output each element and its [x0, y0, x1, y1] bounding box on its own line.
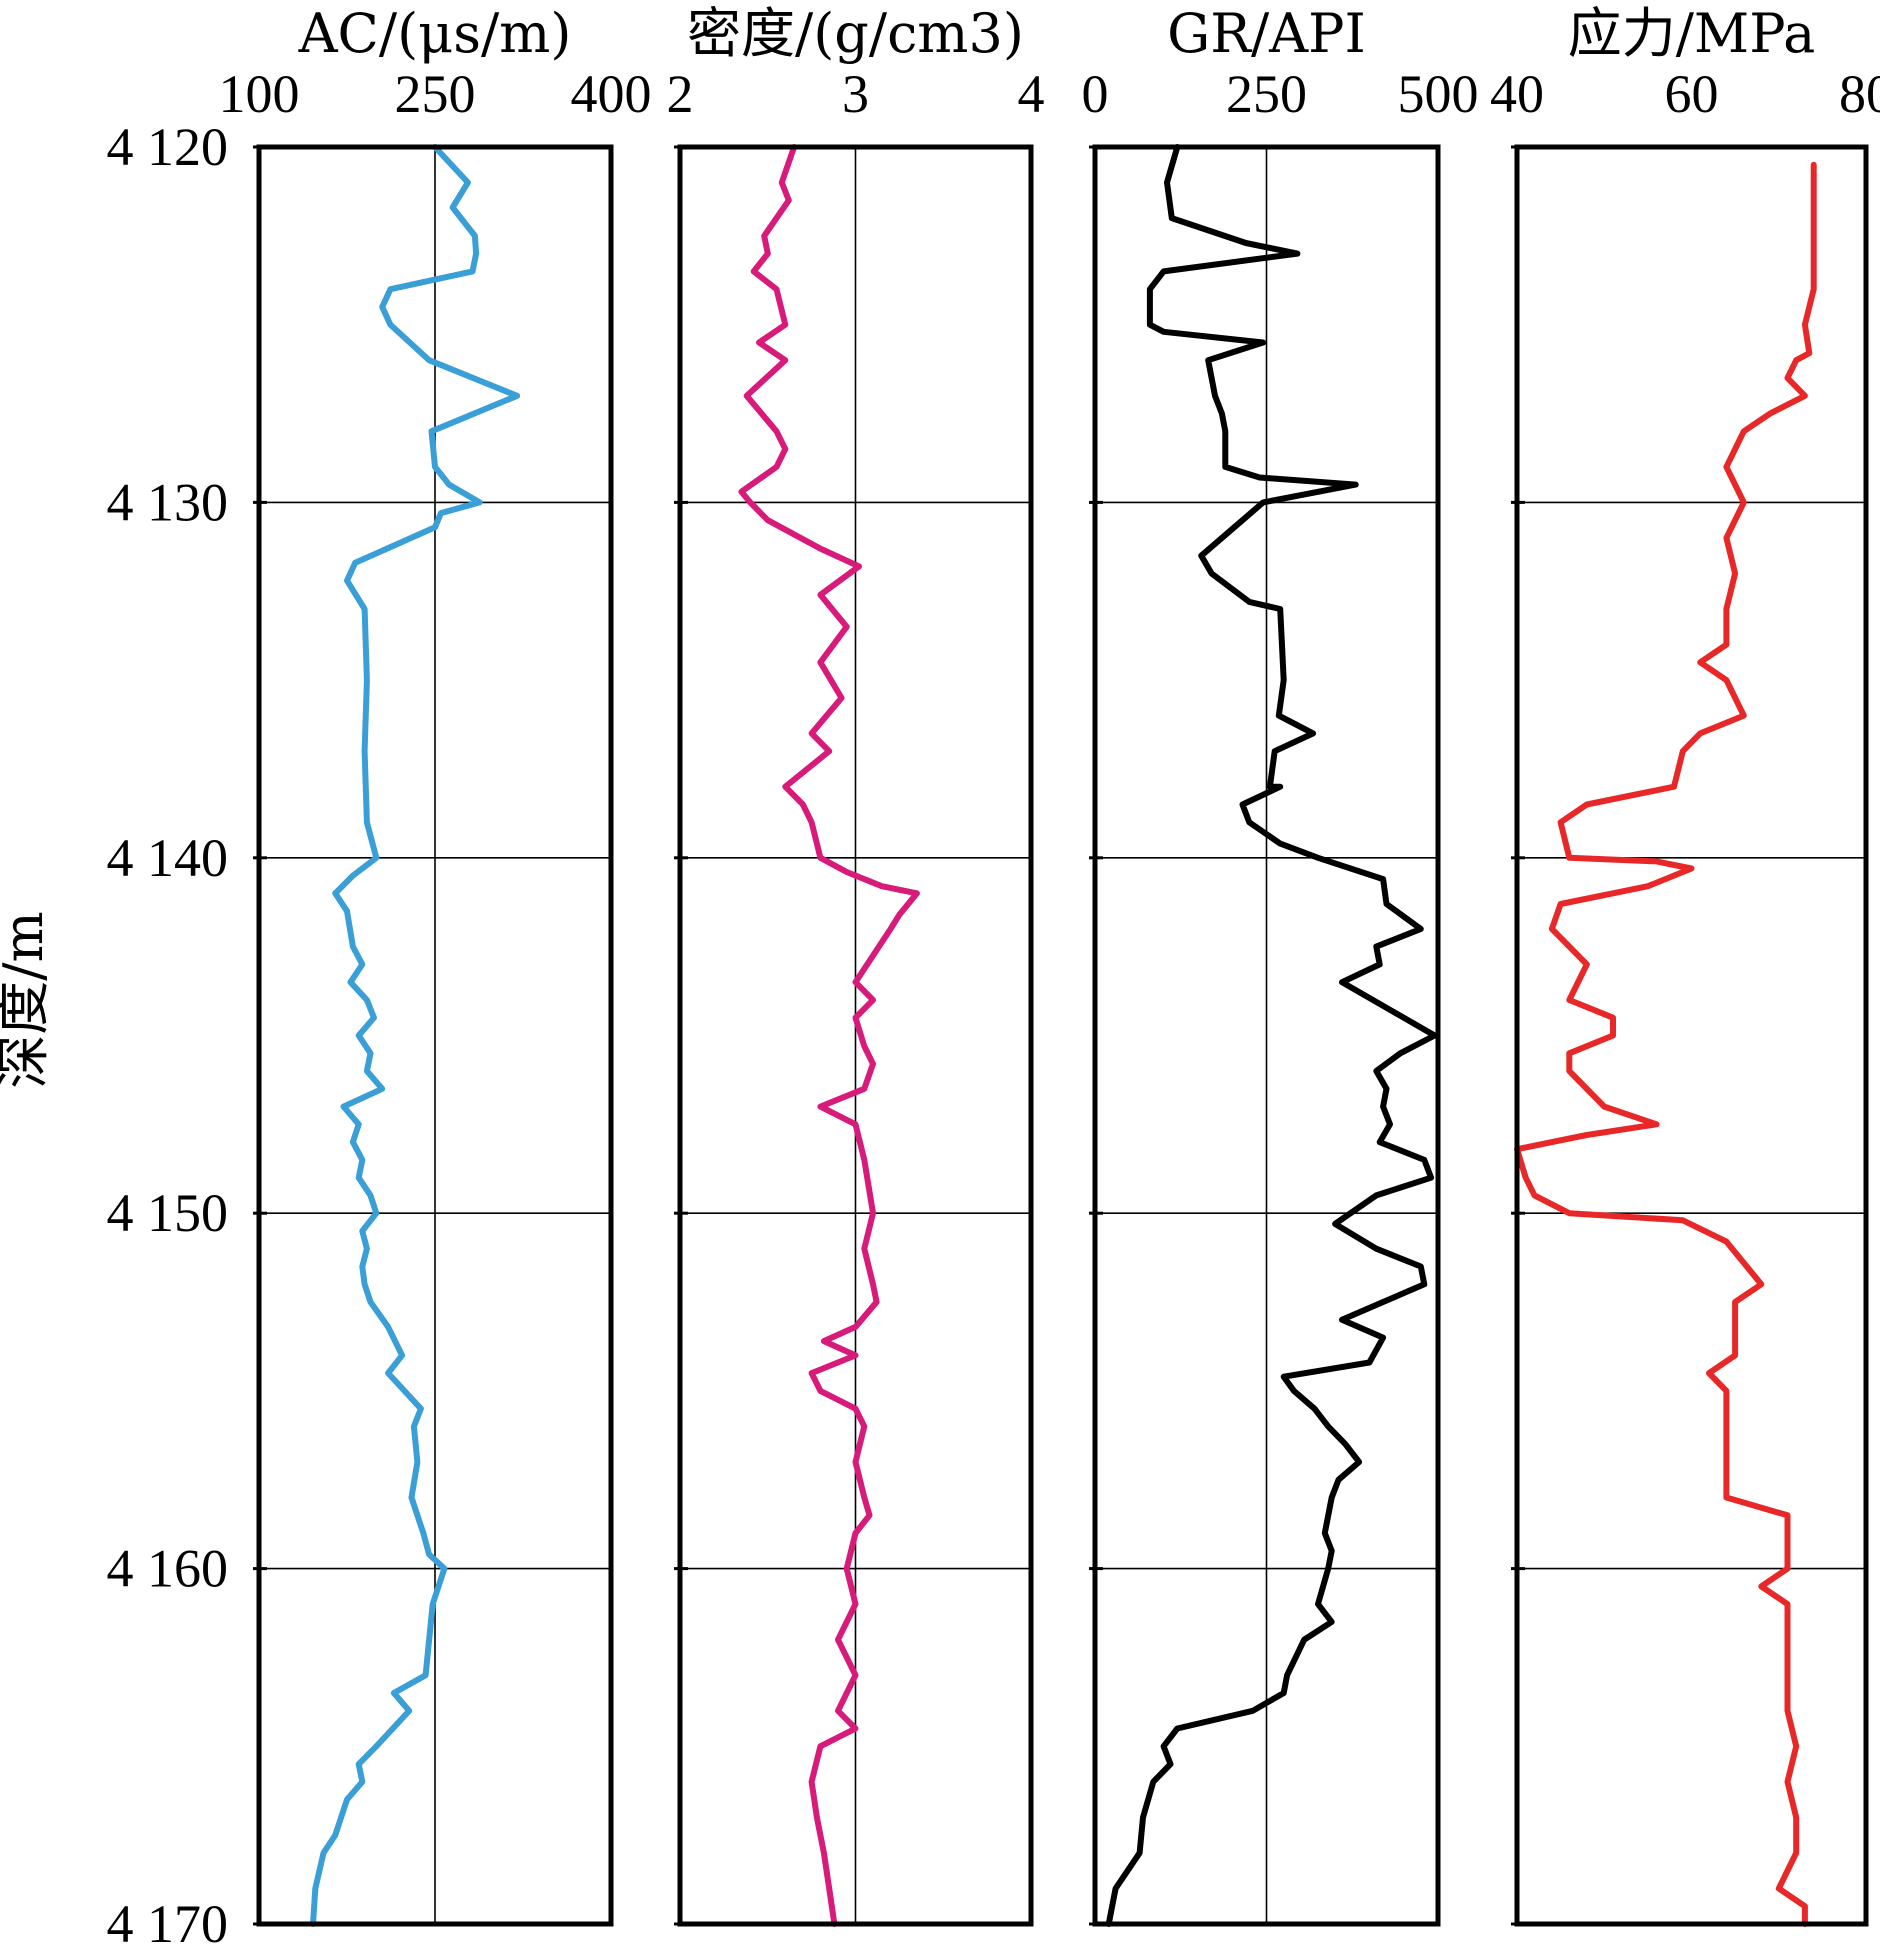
x-tick-label: 100 [219, 64, 300, 124]
track-frame [677, 144, 1034, 1927]
log-curve [310, 144, 521, 1927]
log-track: 2 3 4密度/(g/cm3) [667, 2, 1045, 1927]
x-tick-label: 250 [395, 64, 476, 124]
x-tick-label: 2 [667, 64, 694, 124]
depth-tick-label: 4 160 [107, 1539, 229, 1599]
track-title: 密度/(g/cm3) [687, 2, 1024, 65]
depth-tick-label: 4 140 [107, 828, 229, 888]
track-title: GR/API [1167, 2, 1366, 65]
track-title: AC/(μs/m) [298, 2, 572, 65]
x-tick-label: 40 [1490, 64, 1544, 124]
x-tick-label: 80 [1839, 64, 1880, 124]
depth-axis-label: 深度/m [0, 911, 55, 1088]
track-frame [1514, 144, 1869, 1927]
log-curve [1514, 161, 1817, 1927]
log-curve [1105, 144, 1438, 1927]
depth-axis: 4 120 4 130 4 140 4 150 4 160 4 170 [107, 117, 229, 1950]
depth-tick-label: 4 130 [107, 472, 229, 532]
depth-tick-label: 4 170 [107, 1894, 229, 1950]
x-tick-label: 4 [1018, 64, 1045, 124]
x-tick-label: 250 [1226, 64, 1307, 124]
track-frame [256, 144, 614, 1927]
x-tick-label: 0 [1082, 64, 1109, 124]
x-tick-label: 60 [1665, 64, 1719, 124]
depth-tick-label: 4 120 [107, 117, 229, 177]
x-tick-label: 400 [571, 64, 652, 124]
depth-tick-label: 4 150 [107, 1183, 229, 1243]
track-title: 应力/MPa [1568, 2, 1816, 65]
log-track: 0 250 500 GR/API [1082, 2, 1479, 1927]
x-tick-label: 500 [1398, 64, 1479, 124]
log-curve [738, 144, 920, 1927]
log-track: 40 60 80 应力/MPa [1490, 2, 1880, 1927]
track-frame [1092, 144, 1441, 1927]
x-tick-label: 3 [842, 64, 869, 124]
